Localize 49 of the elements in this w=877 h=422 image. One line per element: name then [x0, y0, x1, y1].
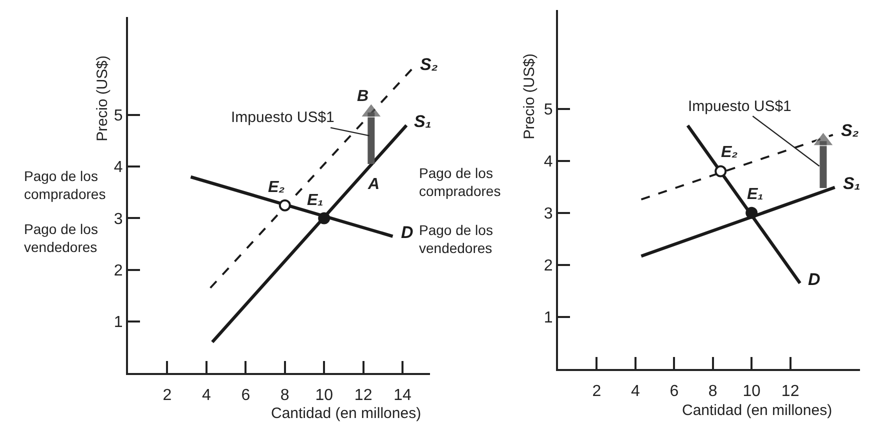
text: Pago de los compradores [24, 168, 106, 202]
annotation: Impuesto US$1 [231, 109, 334, 126]
y-tick-label: 5 [544, 101, 553, 118]
x-tick-label: 10 [315, 387, 334, 404]
annotation: Pago de los vendedores [419, 222, 493, 256]
annotation: E₂ [268, 179, 285, 196]
y-tick-label: 4 [544, 153, 553, 170]
x-tick-label: 2 [592, 383, 602, 400]
series-label: S₂ [420, 55, 438, 74]
series-label: S₁ [843, 174, 860, 193]
y-axis-title: Precio (US$) [94, 55, 112, 142]
series-label: D [401, 223, 414, 242]
annotation: E₁ [747, 186, 764, 203]
x-tick-label: 8 [280, 387, 290, 404]
annotation: E₁ [307, 192, 324, 209]
y-tick-label: 1 [114, 314, 123, 332]
y-tick-label: 1 [544, 310, 553, 327]
y-tick-label: 3 [544, 206, 553, 223]
y-tick-label: 3 [114, 210, 123, 228]
x-tick-label: 10 [742, 383, 761, 400]
series-label: S₁ [414, 112, 432, 131]
x-tick-label: 12 [781, 383, 800, 400]
y-tick-label: 4 [114, 159, 123, 176]
series-label: S₂ [841, 121, 860, 140]
x-tick-label: 4 [202, 387, 211, 404]
text: Pago de los vendedores [24, 221, 98, 256]
x-tick-label: 6 [670, 383, 679, 400]
point [278, 199, 291, 212]
annotation: A [367, 176, 380, 193]
x-tick-label: 12 [354, 387, 372, 404]
x-axis-title: Cantidad (en millones) [682, 402, 832, 419]
x-tick-label: 6 [241, 387, 250, 404]
x-tick-label: 2 [162, 387, 172, 404]
annotation: B [357, 88, 369, 105]
annotation: Impuesto US$1 [688, 98, 792, 115]
annotation: Pago de los compradores [419, 165, 501, 200]
x-axis-title: Cantidad (en millones) [271, 405, 422, 422]
x-tick-label: 14 [394, 387, 412, 404]
series-label: D [808, 270, 820, 289]
x-tick-label: 4 [630, 383, 640, 400]
x-tick-label: 8 [708, 383, 718, 400]
y-axis-title: Precio (US$) [521, 54, 538, 140]
point [714, 165, 727, 178]
point [746, 206, 758, 219]
y-tick-label: 5 [114, 108, 123, 125]
y-tick-label: 2 [114, 262, 123, 280]
annotation: E₂ [721, 144, 738, 161]
y-tick-label: 2 [544, 258, 553, 275]
point [318, 212, 330, 224]
